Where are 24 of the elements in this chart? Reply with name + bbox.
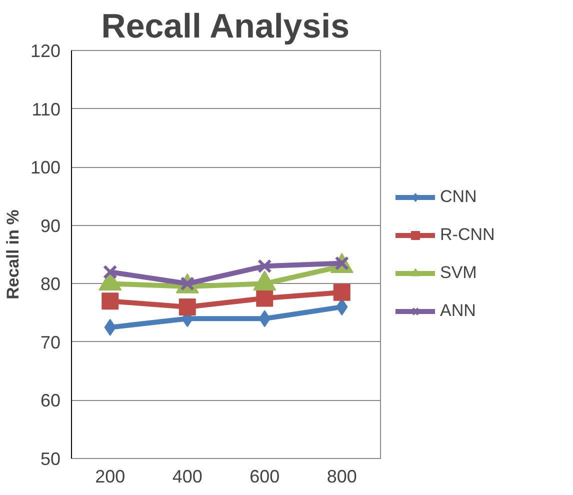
- x-tick-label: 800: [326, 466, 357, 486]
- y-tick-label: 70: [40, 332, 61, 352]
- legend-label: ANN: [440, 301, 476, 321]
- y-tick-label: 100: [30, 158, 61, 178]
- x-tick-label: 200: [95, 466, 126, 486]
- y-tick-label: 110: [32, 99, 61, 120]
- legend-label: SVM: [440, 263, 477, 283]
- y-tick-label: 90: [40, 216, 61, 236]
- y-tick-label: 60: [40, 390, 61, 411]
- chart-title: Recall Analysis: [101, 8, 350, 46]
- point: [102, 292, 119, 310]
- y-tick-label: 80: [40, 274, 61, 294]
- point: [333, 284, 350, 301]
- point: [102, 264, 118, 280]
- legend-label: R-CNN: [440, 225, 495, 245]
- point: [256, 290, 274, 307]
- point: [257, 259, 272, 274]
- y-axis-title: Recall in %: [3, 210, 22, 300]
- legend-label: CNN: [440, 187, 477, 207]
- y-tick-label: 50: [40, 449, 61, 469]
- x-tick-label: 600: [250, 466, 280, 486]
- point: [178, 298, 196, 316]
- x-tick-label: 400: [172, 466, 202, 486]
- y-tick-label: 120: [30, 41, 61, 61]
